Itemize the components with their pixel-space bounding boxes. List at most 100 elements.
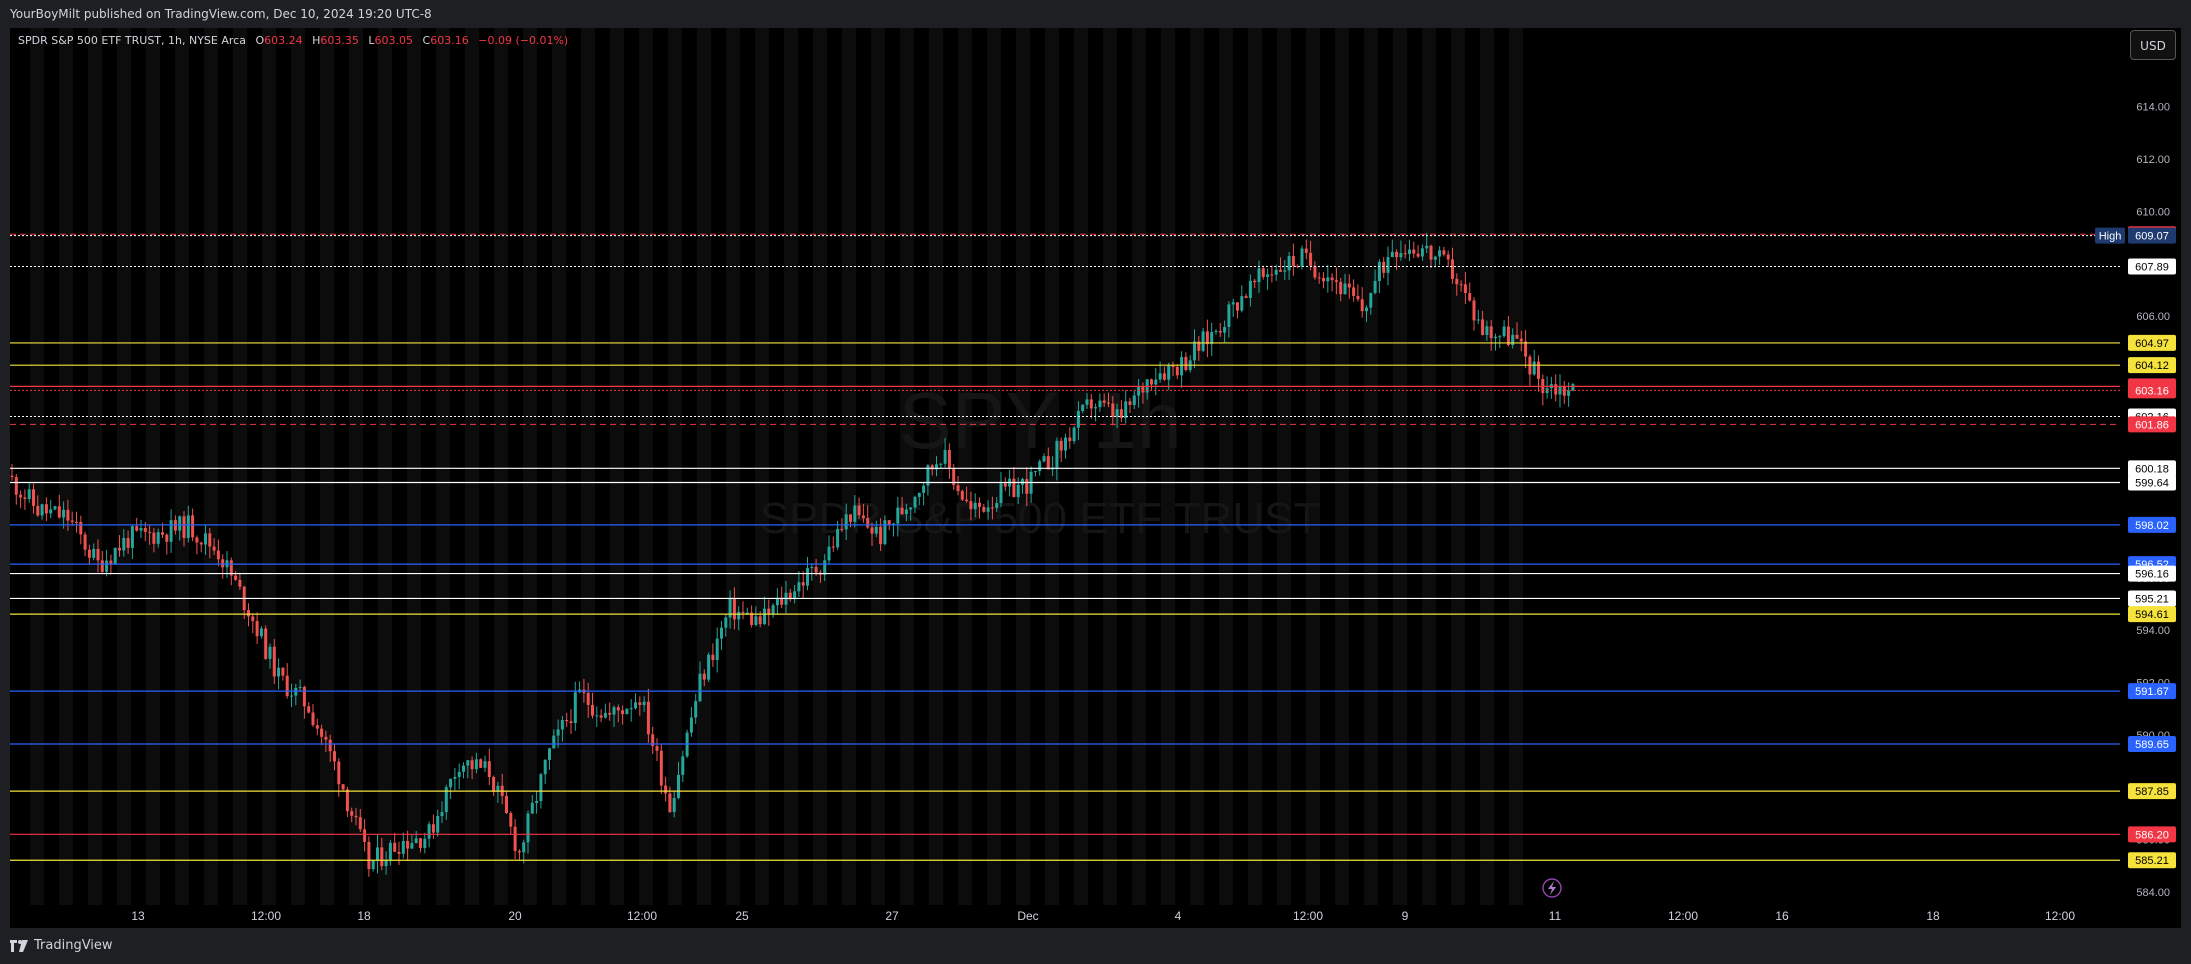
event-marker-icon[interactable]	[1542, 878, 1562, 898]
tradingview-brand: TradingView	[34, 938, 113, 953]
candle-body	[259, 628, 263, 637]
candle-body	[440, 812, 444, 817]
candle-body	[836, 529, 840, 548]
candle-body	[603, 712, 607, 718]
candle-body	[1046, 456, 1050, 470]
session-band	[987, 28, 1001, 905]
price-axis-tick: 612.00	[2136, 154, 2170, 166]
session-band	[204, 28, 218, 905]
candle-body	[995, 503, 999, 508]
candle-body	[930, 465, 934, 470]
candle-body	[1115, 409, 1119, 417]
currency-button[interactable]: USD	[2130, 30, 2176, 60]
session-band	[1132, 28, 1146, 905]
candle-body	[1210, 332, 1214, 345]
candle-body	[801, 582, 805, 586]
candle-body	[1059, 441, 1063, 451]
candle-body	[505, 796, 508, 813]
session-band	[871, 28, 885, 905]
candle-body	[165, 534, 169, 542]
candle-body	[1399, 253, 1403, 258]
candle-body	[616, 707, 620, 711]
session-band	[88, 28, 102, 905]
candle-body	[943, 449, 947, 464]
level-price-label: 598.02	[2135, 520, 2169, 532]
candle-body	[1429, 245, 1433, 260]
session-band	[900, 28, 914, 905]
candle-body	[1420, 248, 1424, 257]
symbol-legend: SPDR S&P 500 ETF TRUST, 1h, NYSE Arca O6…	[18, 34, 568, 47]
level-price-label: 587.85	[2135, 786, 2169, 798]
candle-body	[1003, 483, 1007, 487]
candle-body	[556, 729, 560, 736]
session-band	[1277, 28, 1291, 905]
candle-body	[1012, 478, 1016, 498]
candle-body	[1283, 270, 1287, 272]
candle-body	[591, 704, 594, 716]
candle-body	[212, 546, 216, 551]
candle-body	[328, 739, 332, 752]
level-price-badge	[2128, 382, 2176, 399]
candle-body	[1038, 461, 1042, 472]
candle-body	[629, 708, 633, 710]
candle-body	[715, 638, 719, 661]
candle-body	[548, 748, 551, 760]
candle-body	[148, 531, 152, 533]
candle-body	[1016, 484, 1020, 498]
change-value: −0.09 (−0.01%)	[478, 34, 569, 47]
candle-body	[1524, 341, 1528, 357]
candle-body	[87, 549, 91, 558]
candle-body	[1218, 330, 1222, 333]
candle-body	[281, 667, 285, 676]
candle-body	[978, 502, 981, 507]
session-band	[697, 28, 711, 905]
candle-body	[109, 560, 113, 564]
session-band	[1335, 28, 1349, 905]
candle-body	[530, 802, 534, 814]
candle-body	[492, 777, 496, 792]
candle-body	[474, 759, 478, 770]
candle-body	[569, 721, 573, 724]
candle-body	[436, 816, 440, 833]
candle-body	[754, 616, 758, 625]
candle-body	[337, 761, 341, 785]
candle-body	[143, 527, 147, 532]
candle-body	[1287, 256, 1291, 271]
level-price-badge	[2128, 683, 2176, 700]
candle-body	[797, 582, 801, 592]
candle-body	[1347, 283, 1351, 288]
candle-body	[229, 560, 233, 576]
candle-body	[573, 692, 577, 724]
candle-body	[79, 521, 83, 535]
candle-body	[255, 621, 259, 637]
candle-body	[1322, 278, 1325, 282]
candle-body	[659, 750, 663, 786]
tradingview-logo-icon	[10, 939, 28, 952]
level-price-badge	[2128, 334, 2176, 351]
time-axis-tick: 18	[357, 909, 371, 923]
candle-body	[565, 720, 569, 722]
candle-body	[1257, 268, 1261, 283]
candle-body	[1240, 296, 1244, 311]
candle-body	[457, 771, 461, 777]
candle-body	[178, 516, 182, 531]
candle-body	[625, 708, 629, 715]
candle-body	[182, 516, 186, 539]
candle-body	[1296, 265, 1300, 267]
close-value: 603.16	[430, 34, 469, 47]
candle-body	[1236, 302, 1239, 311]
candle-body	[879, 526, 883, 545]
candle-body	[1033, 471, 1037, 473]
candle-body	[552, 735, 556, 749]
candle-body	[1098, 400, 1102, 408]
candle-body	[655, 746, 659, 751]
candle-body	[1494, 336, 1497, 339]
candle-body	[1438, 250, 1442, 257]
candle-body	[1128, 401, 1132, 405]
tradingview-logo[interactable]: TradingView	[10, 938, 113, 953]
candle-body	[1506, 326, 1510, 346]
candle-body	[118, 547, 121, 551]
level-price-badge	[2128, 357, 2176, 374]
